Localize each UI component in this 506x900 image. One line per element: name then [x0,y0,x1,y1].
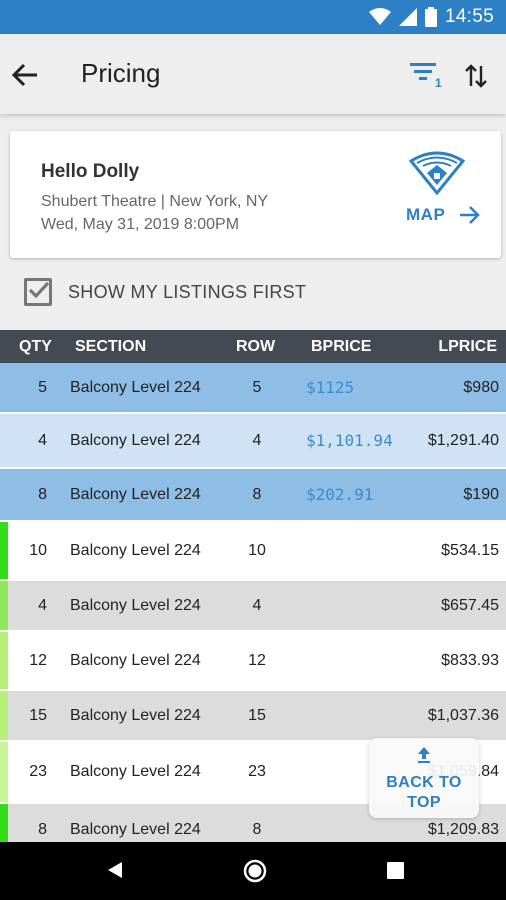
cell-lprice: $1,037.36 [427,707,499,724]
row-status-stripe [0,742,8,802]
map-link[interactable]: MAP [406,205,481,225]
show-my-listings-toggle[interactable]: SHOW MY LISTINGS FIRST [24,278,306,306]
header-lprice[interactable]: LPRICE [438,338,497,355]
row-status-stripe [0,581,8,630]
cell-qty: 8 [38,486,47,503]
upload-arrow-icon [418,747,430,763]
filter-icon [410,63,436,80]
cell-bprice: $1,101.94 [306,431,393,450]
wifi-icon [368,8,391,25]
back-to-top-line2: TOP [407,794,441,811]
nav-back-icon[interactable] [106,860,124,880]
back-arrow-icon[interactable] [10,60,40,90]
map-label: MAP [406,205,446,224]
listings-label: SHOW MY LISTINGS FIRST [68,281,307,302]
table-row[interactable]: 8 Balcony Level 224 8 $202.91 $190 [0,469,506,522]
cell-section: Balcony Level 224 [70,763,201,780]
cell-section: Balcony Level 224 [70,542,201,559]
listings-checkbox[interactable] [24,278,52,306]
header-bprice[interactable]: BPRICE [311,338,372,355]
app-bar: Pricing 1 [0,34,506,114]
cell-row: 12 [248,652,266,669]
cell-section: Balcony Level 224 [70,432,201,449]
cell-section: Balcony Level 224 [70,821,201,838]
sort-icon[interactable] [464,62,488,90]
cell-qty: 4 [38,597,47,614]
row-status-stripe [0,691,8,740]
cell-row: 4 [252,432,262,449]
back-to-top-line1: BACK TO [386,774,462,791]
table-row[interactable]: 15 Balcony Level 224 15 $1,037.36 [0,691,506,742]
row-status-stripe [0,804,8,842]
system-nav-bar [0,842,506,900]
cell-qty: 5 [38,379,47,396]
cell-row: 8 [252,486,262,503]
table-header: QTY SECTION ROW BPRICE LPRICE [0,330,506,363]
cell-qty: 10 [29,542,47,559]
cell-qty: 15 [29,707,47,724]
table-row[interactable]: 10 Balcony Level 224 10 $534.15 [0,522,506,581]
cell-lprice: $980 [463,379,499,396]
filter-button[interactable]: 1 [410,62,444,92]
table-row[interactable]: 12 Balcony Level 224 12 $833.93 [0,632,506,691]
cell-lprice: $534.15 [441,542,499,559]
battery-icon [424,7,437,27]
cell-section: Balcony Level 224 [70,707,201,724]
row-status-stripe [0,632,8,689]
cell-section: Balcony Level 224 [70,597,201,614]
cell-qty: 12 [29,652,47,669]
cell-row: 23 [248,763,266,780]
cell-row: 8 [252,821,262,838]
header-section[interactable]: SECTION [75,338,147,355]
signal-icon [398,8,417,26]
nav-home-icon[interactable] [243,859,267,883]
table-row[interactable]: 5 Balcony Level 224 5 $1125 $980 [0,363,506,414]
cell-row: 15 [248,707,266,724]
table-row[interactable]: 4 Balcony Level 224 4 $657.45 [0,581,506,632]
nav-recents-icon[interactable] [387,862,404,879]
back-to-top-button[interactable]: BACK TO TOP [369,738,479,818]
status-bar: 14:55 [0,0,506,34]
event-venue: Shubert Theatre | New York, NY [41,193,269,210]
row-status-stripe [0,522,8,579]
cell-lprice: $1,209.83 [427,821,499,838]
cell-lprice: $1,291.40 [427,432,499,449]
cell-qty: 23 [29,763,47,780]
cell-bprice: $202.91 [306,485,374,504]
filter-badge: 1 [435,76,442,90]
status-time: 14:55 [444,6,494,27]
event-name: Hello Dolly [41,161,140,182]
header-qty[interactable]: QTY [19,338,52,355]
cell-row: 5 [252,379,262,396]
arrow-right-icon [460,206,481,224]
cell-lprice: $833.93 [441,652,499,669]
table-row[interactable]: 4 Balcony Level 224 4 $1,101.94 $1,291.40 [0,414,506,469]
cell-row: 10 [248,542,266,559]
event-date: Wed, May 31, 2019 8:00PM [41,216,240,233]
header-row[interactable]: ROW [236,338,276,355]
cell-lprice: $190 [463,486,499,503]
cell-row: 4 [252,597,262,614]
cell-section: Balcony Level 224 [70,652,201,669]
checkmark-icon [28,281,50,299]
cell-bprice: $1125 [306,378,355,397]
event-card: Hello Dolly Shubert Theatre | New York, … [10,131,501,258]
cell-section: Balcony Level 224 [70,379,201,396]
stadium-icon[interactable] [408,151,466,195]
page-title: Pricing [81,58,161,88]
cell-section: Balcony Level 224 [70,486,201,503]
cell-qty: 8 [38,821,47,838]
cell-qty: 4 [38,432,47,449]
cell-lprice: $657.45 [441,597,499,614]
